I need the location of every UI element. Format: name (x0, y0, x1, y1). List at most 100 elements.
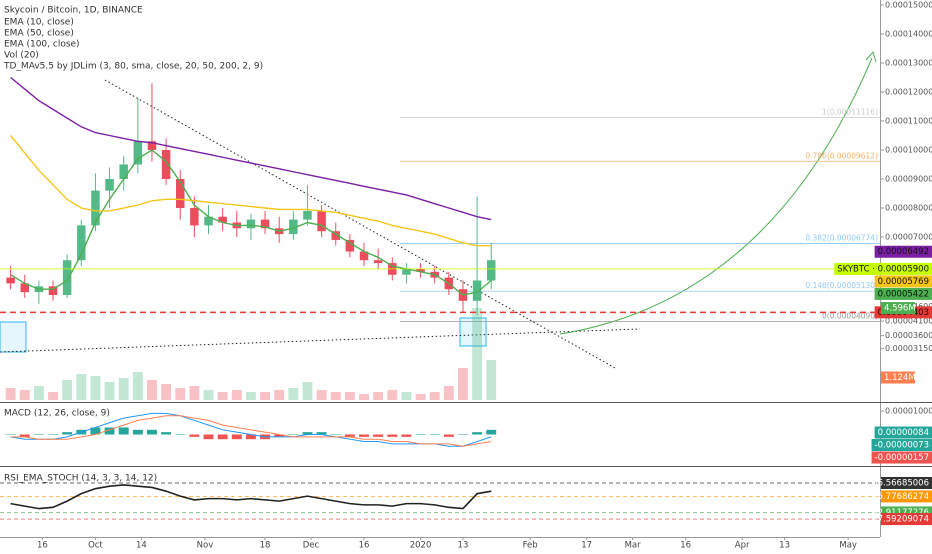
x-tick-label: 2020 (410, 541, 432, 551)
candle-body (190, 208, 199, 226)
y-tick-label: 0.00015000 (885, 0, 932, 9)
price-label-box (871, 439, 932, 452)
volume-bar (260, 392, 271, 400)
volume-label-box (881, 371, 915, 384)
y-tick-label: 0.00010000 (885, 146, 932, 155)
volume-bar (373, 392, 384, 400)
price-label: 0.00006492 (878, 247, 929, 257)
volume-bar (330, 392, 341, 400)
macd-histogram-bar (161, 432, 172, 435)
volume-bar (443, 386, 454, 400)
candle-body (91, 190, 100, 226)
macd-histogram-bar (203, 434, 214, 440)
y-tick-label: 0.00007000 (885, 233, 932, 242)
fib-label: 0.146(0.00005130) (805, 281, 878, 290)
price-label: SKYBTC · 0.00005900 (837, 264, 929, 274)
macd-histogram-bar (245, 434, 256, 440)
volume-bar (458, 368, 468, 400)
candle-body (331, 231, 340, 240)
macd-histogram-bar (443, 434, 454, 437)
macd-histogram-bar (147, 429, 157, 435)
macd-histogram-bar (330, 434, 341, 435)
price-label-box (874, 426, 932, 439)
volume-bar (387, 390, 398, 400)
macd-histogram-bar (387, 434, 398, 437)
candle-body (147, 141, 157, 150)
arrow-head (865, 50, 877, 63)
x-tick-label: 16 (680, 541, 691, 551)
trend-line (0, 328, 641, 353)
volume-bar (217, 392, 228, 400)
volume-bar (175, 388, 186, 400)
volume-bar (472, 308, 483, 400)
candle-body (289, 219, 298, 235)
volume-bar (62, 380, 73, 400)
projection-arc (559, 57, 873, 335)
legend: Skycoin / Bitcoin, 1D, BINANCE EMA (10, … (3, 6, 263, 484)
price-label: 0.00005422 (878, 289, 929, 299)
macd-histogram-bar (472, 432, 483, 435)
y-tick-label: 0.00009000 (885, 175, 932, 184)
candle-body (317, 210, 326, 232)
macd-histogram-bar (231, 434, 242, 440)
zone-box (459, 317, 487, 347)
candle-body (472, 280, 482, 301)
x-tick-label: 14 (136, 541, 147, 551)
candle-body (345, 239, 355, 252)
volume-bar (231, 390, 242, 400)
legend-entry: EMA (50, close) (4, 29, 74, 39)
volume-bar (401, 392, 412, 400)
legend-title: Skycoin / Bitcoin, 1D, BINANCE (4, 6, 143, 16)
x-tick-label: 13 (458, 541, 469, 551)
y-tick-label: 0.00003600 (885, 331, 932, 340)
fib-label: 0(0.00004090) (822, 311, 878, 320)
volume-bar (76, 374, 87, 400)
x-tick-label: Dec (303, 541, 320, 551)
pane-title: RSI_EMA_STOCH (14, 3, 3, 14, 12) (4, 474, 157, 484)
macd-histogram-bar (359, 434, 369, 437)
level-label-box (881, 513, 932, 526)
candle-body (119, 164, 128, 180)
x-tick-label: 18 (260, 541, 271, 551)
candle-body (373, 260, 383, 264)
fib-label: 1(0.00011116) (822, 108, 878, 117)
macd-histogram-bar (132, 429, 143, 435)
volume-bar (118, 378, 129, 400)
x-tick-label: Feb (523, 541, 538, 551)
volume-bar (90, 376, 101, 400)
candle-body (6, 277, 15, 284)
volume-bar (245, 392, 256, 400)
fib-label: 0.786(0.00009612) (805, 151, 878, 160)
y-tick-label: 0.00003150 (885, 344, 932, 353)
macd-histogram-bar (5, 434, 16, 435)
macd-histogram-bar (62, 432, 73, 435)
x-tick-label: 16 (37, 541, 48, 551)
volume-bar (302, 382, 313, 400)
x-tick-label: Apr (735, 541, 750, 551)
y-tick-label: 0.00013000 (885, 58, 932, 67)
price-label: 0.00000084 (878, 428, 929, 438)
price-label-box (874, 287, 932, 300)
volume-bar (415, 394, 426, 400)
macd-histogram-bar (429, 434, 440, 435)
candle-body (133, 141, 143, 165)
volume-bar (132, 372, 143, 400)
volume-bar (104, 382, 115, 400)
macd-line (10, 415, 492, 447)
x-tick-label: Mar (625, 541, 642, 551)
zone-box (0, 321, 27, 353)
volume-bar (19, 390, 30, 400)
volume-label: 4.596M (884, 304, 916, 314)
macd-histogram-bar (48, 434, 58, 435)
volume-bar (359, 394, 369, 400)
candle-body (260, 219, 270, 229)
y-tick-label: 0.00014000 (885, 29, 932, 38)
x-tick-label: May (839, 541, 857, 551)
volume-bar (429, 392, 440, 400)
candle-body (487, 260, 496, 281)
volume-label-box (881, 302, 915, 315)
level-label: 27.59209074 (872, 515, 929, 525)
y-tick-label: 0.00008000 (885, 204, 932, 213)
